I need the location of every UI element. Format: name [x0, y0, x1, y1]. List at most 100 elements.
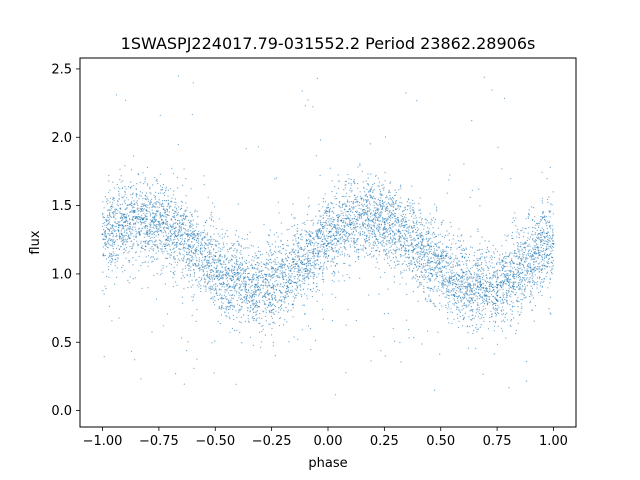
data-point [217, 320, 219, 322]
data-point [394, 200, 397, 202]
data-point [544, 256, 546, 258]
data-point [219, 277, 221, 279]
data-point [425, 218, 427, 221]
data-point [164, 283, 166, 285]
data-point [160, 222, 162, 224]
data-point [538, 268, 540, 270]
data-point [420, 222, 422, 224]
data-point [189, 222, 191, 224]
data-point [385, 207, 387, 209]
data-point [159, 213, 162, 215]
data-point [540, 281, 542, 283]
data-point [434, 305, 436, 307]
data-point [475, 265, 477, 267]
data-point [394, 234, 396, 236]
data-point [253, 293, 255, 296]
data-point [161, 202, 164, 204]
data-point [296, 261, 298, 263]
data-point [449, 301, 451, 303]
data-point [294, 264, 296, 266]
data-point [496, 270, 498, 272]
data-point [333, 242, 335, 244]
data-point [368, 224, 370, 226]
data-point [159, 185, 162, 187]
data-point [340, 246, 342, 249]
data-point [224, 255, 226, 257]
data-point [490, 285, 492, 287]
data-point [134, 211, 136, 213]
data-point [157, 220, 159, 222]
data-point [209, 278, 211, 280]
data-point [288, 341, 290, 343]
data-point [307, 273, 309, 275]
data-point [381, 221, 383, 223]
data-point [496, 272, 498, 274]
data-point [146, 183, 148, 185]
data-point [338, 280, 340, 282]
data-point [332, 249, 334, 251]
data-point [123, 215, 125, 217]
data-point [464, 287, 466, 289]
data-point [298, 266, 300, 268]
data-point [281, 285, 283, 287]
data-point [508, 283, 510, 285]
data-point [496, 269, 499, 271]
data-point [448, 306, 450, 308]
data-point [318, 236, 320, 238]
data-point [549, 296, 552, 298]
data-point [257, 257, 259, 259]
data-point [156, 206, 158, 208]
data-point [338, 215, 340, 217]
data-point [253, 277, 255, 279]
data-point [119, 238, 121, 240]
data-point [179, 215, 181, 217]
data-point [462, 247, 464, 250]
data-point [302, 269, 304, 271]
data-point [109, 260, 111, 262]
data-point [453, 298, 455, 300]
data-point [477, 269, 479, 271]
data-point [192, 264, 194, 266]
data-point [401, 225, 403, 227]
data-point [168, 238, 170, 240]
data-point [547, 241, 549, 243]
data-point [417, 286, 419, 289]
data-point [480, 263, 482, 265]
data-point [538, 222, 540, 225]
data-point [520, 257, 523, 259]
data-point [287, 311, 289, 313]
data-point [253, 292, 255, 294]
data-point [350, 220, 352, 222]
data-point [166, 238, 168, 240]
data-point [518, 234, 520, 236]
data-point [352, 202, 354, 205]
data-point [145, 232, 148, 234]
data-point [525, 249, 527, 251]
data-point [213, 278, 215, 281]
data-point [271, 254, 273, 256]
data-point [420, 212, 422, 214]
data-point [208, 257, 210, 259]
data-point [312, 272, 314, 274]
data-point [109, 252, 111, 254]
data-point [203, 274, 205, 276]
data-point [124, 202, 126, 205]
data-point [395, 251, 397, 253]
data-point [118, 190, 120, 192]
data-point [546, 254, 549, 256]
data-point [530, 250, 533, 252]
data-point [500, 285, 502, 287]
data-point [379, 276, 382, 278]
data-point [207, 247, 209, 249]
data-point [210, 212, 212, 214]
data-point [172, 243, 174, 245]
data-point [210, 269, 212, 271]
data-point [356, 199, 358, 201]
data-point [528, 262, 530, 265]
data-point [542, 248, 545, 250]
data-point [301, 267, 303, 269]
data-point [466, 278, 468, 280]
data-point [436, 289, 438, 291]
data-point [354, 246, 356, 248]
data-point [523, 254, 525, 256]
